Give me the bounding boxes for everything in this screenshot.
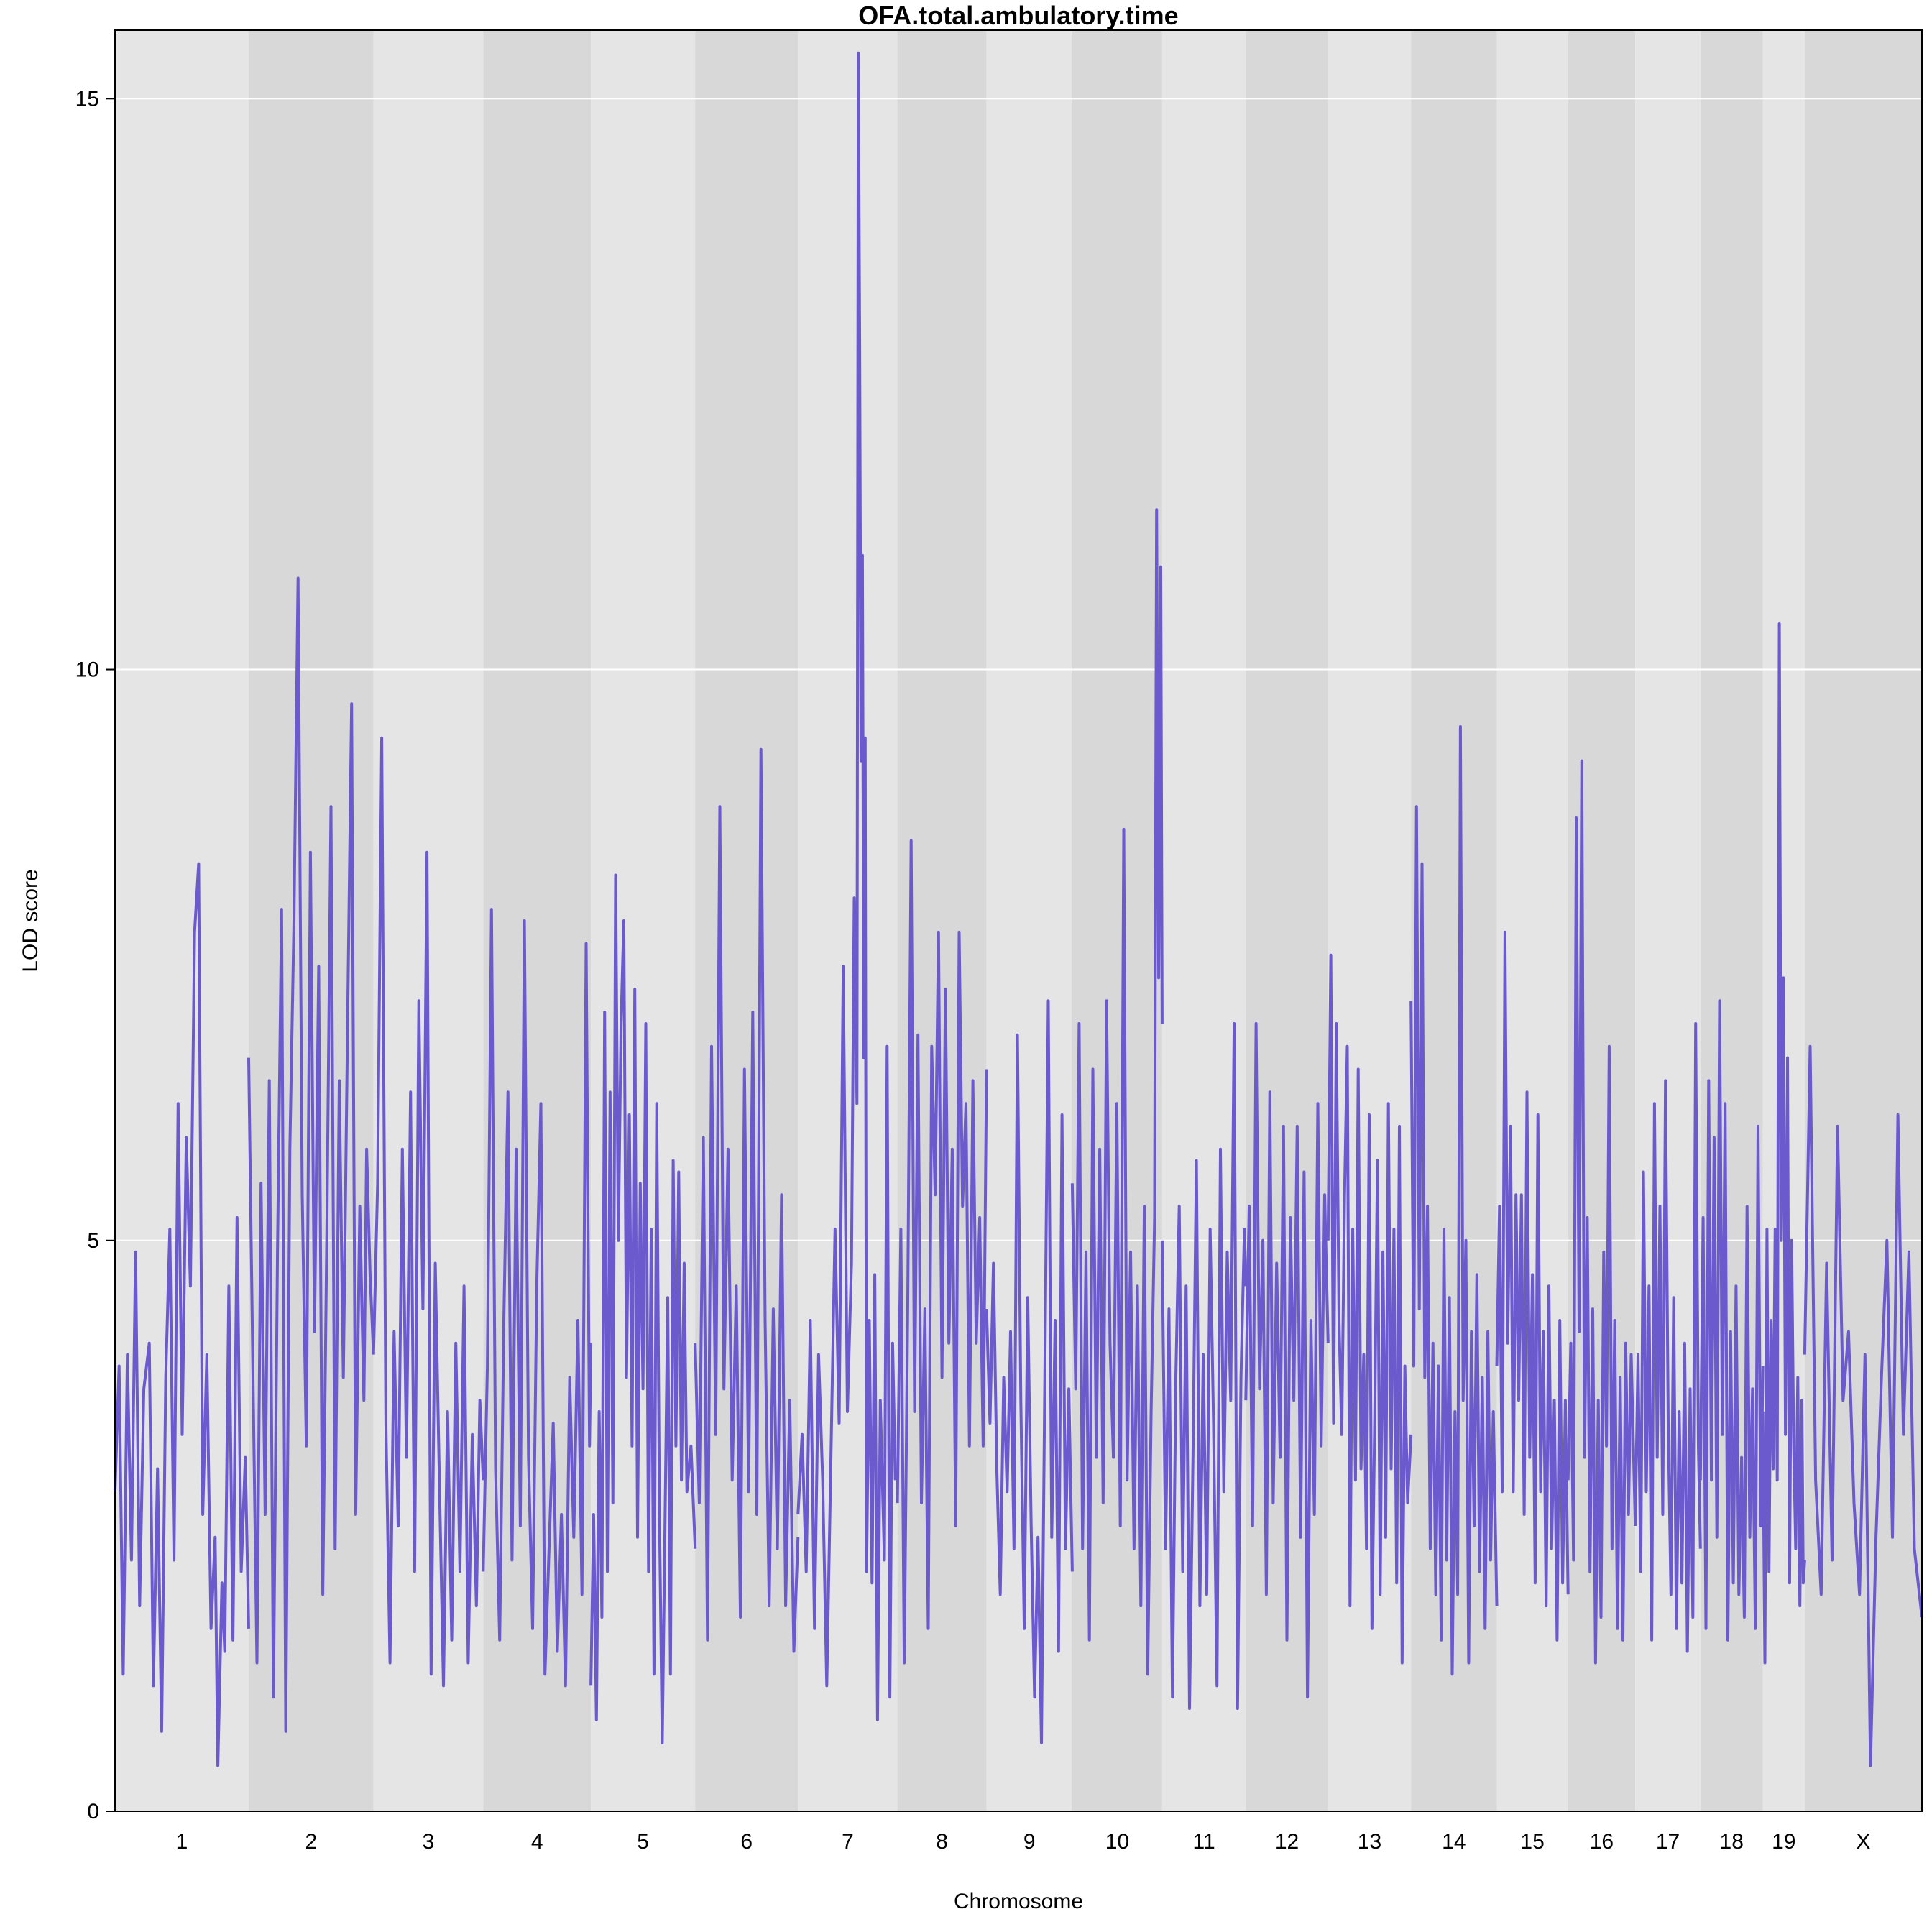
lod-line-chr-1 — [114, 862, 250, 1767]
lod-line-chr-7 — [796, 51, 897, 1721]
chart-title: OFA.total.ambulatory.time — [858, 1, 1178, 30]
x-tick-label-7: 7 — [842, 1830, 854, 1854]
lod-line-chr-12 — [1244, 1022, 1330, 1699]
lod-line-chr-9 — [985, 999, 1074, 1744]
chromosome-band-7 — [798, 30, 898, 1811]
x-tick-label-10: 10 — [1105, 1830, 1129, 1854]
y-axis-label: LOD score — [19, 869, 42, 972]
x-tick-label-3: 3 — [423, 1830, 435, 1854]
lod-line-chr-10 — [1070, 508, 1164, 1676]
lod-line-chr-19 — [1761, 622, 1806, 1665]
x-tick-label-17: 17 — [1656, 1830, 1680, 1854]
lod-line-chr-15 — [1495, 930, 1570, 1642]
x-tick-label-1: 1 — [176, 1830, 188, 1854]
x-tick-label-5: 5 — [637, 1830, 649, 1854]
lod-line-chr-8 — [896, 839, 988, 1665]
y-axis: 0 5 10 15 — [75, 87, 115, 1823]
x-tick-label-8: 8 — [936, 1830, 948, 1854]
lod-line-chr-6 — [694, 748, 800, 1653]
x-tick-label-9: 9 — [1024, 1830, 1036, 1854]
lod-lines — [114, 51, 1923, 1767]
y-tick-label-10: 10 — [75, 658, 99, 682]
lod-line-chr-2 — [247, 576, 375, 1733]
y-tick-label-15: 15 — [75, 87, 99, 111]
chromosome-band-X — [1804, 30, 1922, 1811]
lod-line-chr-16 — [1566, 759, 1637, 1665]
x-tick-label-X: X — [1856, 1830, 1870, 1854]
x-axis-label: Chromosome — [954, 1890, 1083, 1913]
y-tick-label-0: 0 — [87, 1800, 99, 1823]
x-tick-label-16: 16 — [1590, 1830, 1614, 1854]
lod-line-chr-13 — [1326, 953, 1413, 1665]
x-tick-label-15: 15 — [1520, 1830, 1544, 1854]
chromosome-band-11 — [1162, 30, 1246, 1811]
lod-line-chr-5 — [589, 873, 697, 1744]
x-tick-label-18: 18 — [1720, 1830, 1744, 1854]
x-axis: 1 2 3 4 5 6 7 8 9 10 11 12 13 14 15 16 17 18 19 X — [176, 1830, 1871, 1854]
x-tick-label-14: 14 — [1442, 1830, 1466, 1854]
lod-line-chr-3 — [372, 736, 485, 1688]
lod-line-chr-17 — [1634, 1022, 1702, 1653]
x-tick-label-6: 6 — [740, 1830, 753, 1854]
chromosome-band-4 — [483, 30, 592, 1811]
chromosome-band-13 — [1328, 30, 1412, 1811]
x-tick-label-4: 4 — [531, 1830, 543, 1854]
lod-line-chr-X — [1803, 1044, 1923, 1767]
x-tick-label-13: 13 — [1358, 1830, 1381, 1854]
plot-frame — [114, 29, 1923, 1812]
y-tick-label-5: 5 — [87, 1229, 99, 1253]
lod-line-chr-11 — [1160, 1022, 1248, 1710]
x-tick-label-19: 19 — [1772, 1830, 1795, 1854]
x-tick-label-11: 11 — [1193, 1830, 1215, 1854]
lod-line-chr-4 — [482, 908, 593, 1688]
chromosome-band-1 — [115, 30, 249, 1811]
x-tick-label-12: 12 — [1275, 1830, 1299, 1854]
lod-line-chr-14 — [1409, 725, 1499, 1676]
x-tick-label-2: 2 — [305, 1830, 318, 1854]
lod-line-chr-18 — [1698, 999, 1765, 1642]
chromosome-band-6 — [695, 30, 799, 1811]
